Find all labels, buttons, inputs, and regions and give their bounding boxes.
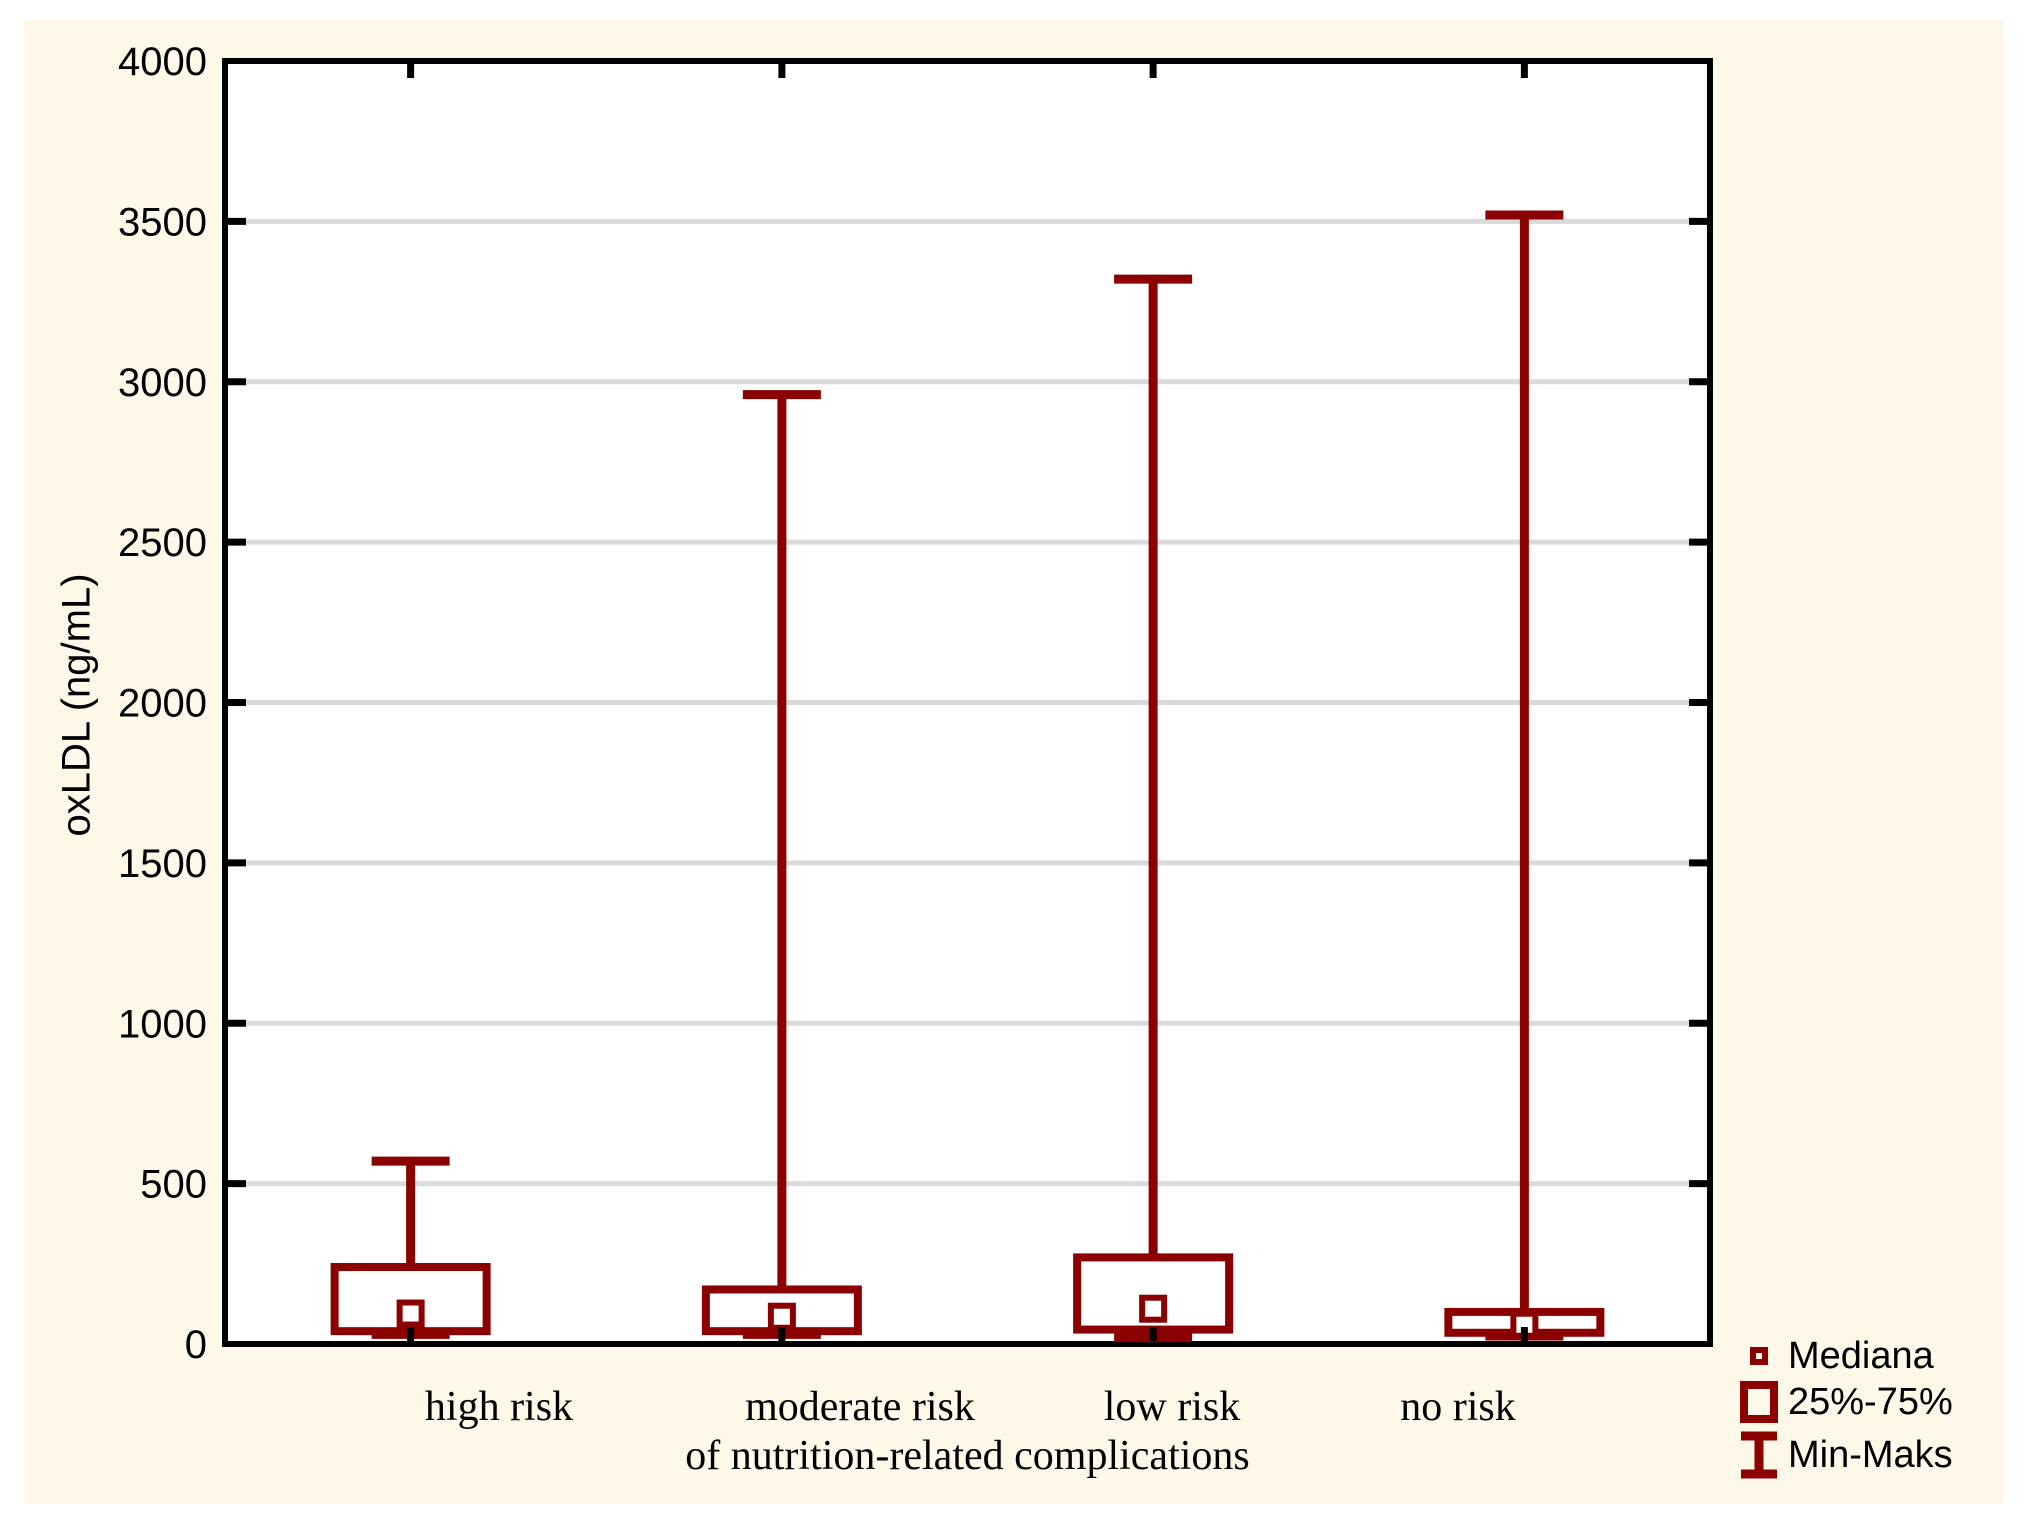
median-marker bbox=[1139, 1294, 1168, 1323]
legend: Mediana 25%-75% Min-Maks bbox=[1736, 20, 2004, 1504]
y-axis-title: oxLDL (ng/mL) bbox=[54, 573, 99, 837]
y-tick-label: 3500 bbox=[118, 200, 207, 244]
x-category-label: high risk bbox=[425, 1384, 573, 1430]
legend-label-iqr: 25%-75% bbox=[1788, 1380, 1953, 1423]
y-tick-label: 1500 bbox=[118, 842, 207, 886]
x-category-label: moderate risk bbox=[745, 1384, 975, 1430]
median-marker bbox=[767, 1302, 796, 1331]
min-max-whisker-icon bbox=[1736, 1431, 1782, 1479]
legend-label-minmax: Min-Maks bbox=[1788, 1433, 1953, 1476]
legend-item-minmax: Min-Maks bbox=[1736, 1430, 1953, 1480]
x-axis-title: of nutrition-related complications bbox=[685, 1433, 1250, 1479]
legend-item-median: Mediana bbox=[1736, 1334, 1934, 1377]
plot-frame bbox=[222, 58, 1713, 1347]
legend-label-median: Mediana bbox=[1788, 1334, 1934, 1377]
median-marker bbox=[396, 1299, 425, 1328]
y-tick-label: 500 bbox=[140, 1163, 207, 1207]
y-tick-label: 2500 bbox=[118, 521, 207, 565]
iqr-box-icon bbox=[1736, 1381, 1782, 1423]
median-square-icon bbox=[1736, 1347, 1782, 1365]
y-tick-label: 2000 bbox=[118, 682, 207, 726]
y-tick-label: 4000 bbox=[118, 40, 207, 84]
x-category-label: low risk bbox=[1104, 1384, 1241, 1430]
y-tick-label: 0 bbox=[185, 1323, 207, 1367]
y-tick-label: 3000 bbox=[118, 361, 207, 405]
legend-item-iqr: 25%-75% bbox=[1736, 1379, 1953, 1425]
x-category-label: no risk bbox=[1400, 1384, 1516, 1430]
boxplot-figure: 0 500 1000 1500 2000 2500 3000 3500 4000 high ris… bbox=[24, 20, 2004, 1504]
y-tick-label: 1000 bbox=[118, 1002, 207, 1046]
boxplot-canvas: 0 500 1000 1500 2000 2500 3000 3500 4000 high ris… bbox=[118, 40, 1713, 1430]
